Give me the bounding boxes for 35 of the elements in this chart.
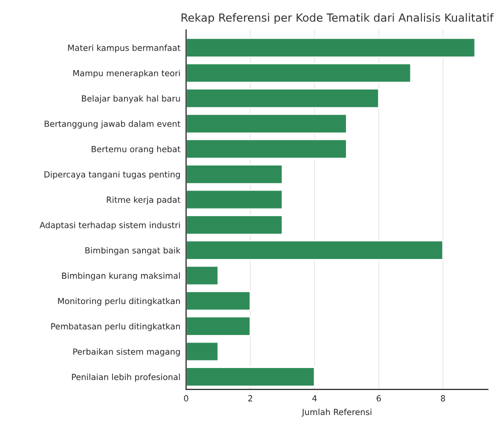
y-tick-label: Perbaikan sistem magang — [73, 348, 180, 356]
x-tick-label: 0 — [184, 395, 188, 402]
bar — [186, 214, 284, 236]
bar — [186, 240, 444, 260]
x-axis-title: Jumlah Referensi — [302, 408, 372, 417]
y-tick-label: Bertanggung jawab dalam event — [44, 120, 180, 129]
y-tick-label: Dipercaya tangani tugas penting — [44, 171, 180, 180]
bar — [186, 164, 284, 184]
bar — [186, 366, 316, 388]
x-tick-label: 6 — [376, 395, 381, 402]
bar — [186, 265, 219, 286]
y-tick-label: Bimbingan sangat baik — [85, 247, 181, 256]
bar — [186, 62, 412, 84]
y-tick-label: Ritme kerja padat — [106, 196, 180, 204]
bar — [186, 341, 219, 362]
y-tick-label: Materi kampus bermanfaat — [68, 44, 180, 53]
x-tick-label: 2 — [248, 395, 252, 402]
bar — [186, 189, 284, 210]
bar — [186, 113, 348, 134]
x-tick-label: 8 — [440, 395, 446, 402]
y-tick-label: Belajar banyak hal baru — [82, 95, 180, 104]
y-tick-label: Pembatasan perlu ditingkatkan — [51, 323, 180, 332]
y-tick-label: Bimbingan kurang maksimal — [62, 272, 180, 280]
y-tick-label: Mampu menerapkan teori — [73, 70, 180, 78]
chart-title: Rekap Referensi per Kode Tematik dari Analisis Kualitatif — [182, 13, 494, 24]
y-tick-label: Adaptasi terhadap sistem industri — [40, 222, 180, 230]
bar — [186, 316, 252, 336]
bar — [186, 88, 380, 109]
y-tick-label: Penilaian lebih profesional — [72, 374, 180, 382]
y-tick-label: Monitoring perlu ditingkatkan — [58, 298, 180, 306]
bar — [186, 290, 252, 312]
bar — [186, 37, 476, 58]
x-tick-label: 4 — [312, 395, 317, 402]
bar — [186, 138, 348, 160]
y-tick-label: Bertemu orang hebat — [92, 146, 180, 154]
